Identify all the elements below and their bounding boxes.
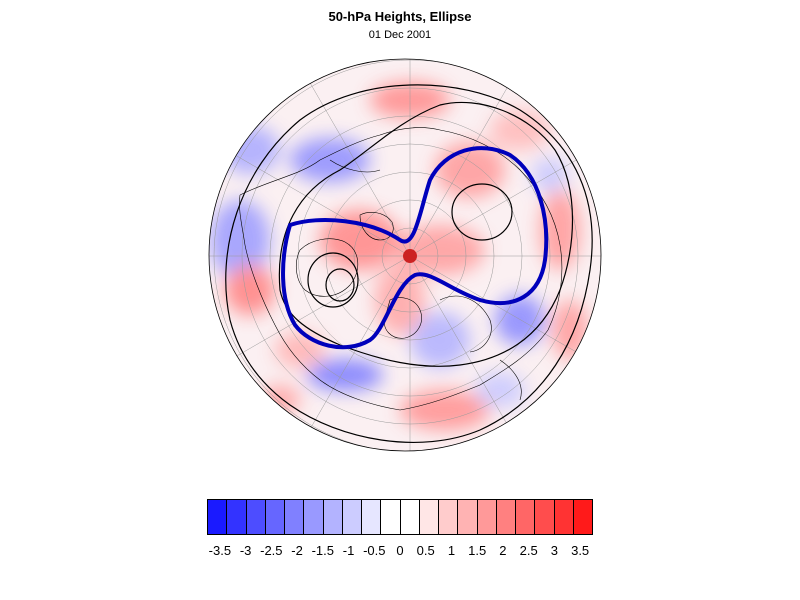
colorbar-label: 2.5 [519, 543, 538, 558]
colorbar-swatch [477, 500, 497, 534]
colorbar-swatch [535, 500, 555, 534]
colorbar-label: 0.5 [416, 543, 435, 558]
colorbar-swatch [208, 500, 228, 534]
meridian-line [409, 255, 521, 447]
colorbar [207, 499, 593, 535]
colorbar-label: 2 [499, 543, 507, 558]
globe-outline [208, 58, 602, 452]
colorbar-swatch [227, 500, 247, 534]
colorbar-swatch [381, 500, 401, 534]
meridian-line [409, 255, 601, 367]
colorbar-swatch [573, 500, 592, 534]
colorbar-label: 3.5 [571, 543, 590, 558]
colorbar-swatch [304, 500, 324, 534]
meridian-line [299, 255, 411, 447]
colorbar-swatch [323, 500, 343, 534]
colorbar-label: 1 [447, 543, 456, 558]
colorbar-swatch [265, 500, 285, 534]
colorbar-swatch [342, 500, 362, 534]
colorbar-swatch [400, 500, 420, 534]
meridian-line [409, 65, 521, 257]
colorbar-label: -3 [239, 543, 252, 558]
colorbar-swatch [285, 500, 305, 534]
colorbar-labels: -3.5 -3 -2.5 -2 -1.5 -1 -0.5 0 0.5 1 1.5 2 2.5 3 3.5 [0, 543, 800, 561]
center-marker [403, 249, 417, 263]
meridian-line [219, 255, 411, 367]
colorbar-label: -2.5 [260, 543, 283, 558]
colorbar-swatch [246, 500, 266, 534]
height-contours [225, 84, 593, 444]
map-subtitle: 01 Dec 2001 [368, 29, 432, 41]
colorbar-swatch [516, 500, 536, 534]
colorbar-label: -3.5 [208, 543, 232, 558]
meridian-line [409, 145, 601, 257]
colorbar-label: 3 [550, 543, 559, 558]
coastlines [239, 127, 563, 411]
colorbar-swatch [419, 500, 439, 534]
colorbar-label: -1 [342, 543, 355, 558]
vortex-ellipse [281, 146, 549, 350]
colorbar-swatch [439, 500, 459, 534]
colorbar-label: 1.5 [468, 543, 487, 558]
colorbar-label: -0.5 [363, 543, 386, 558]
colorbar-label: 0 [396, 543, 404, 558]
colorbar-swatch [496, 500, 516, 534]
colorbar-label: -2 [291, 543, 303, 558]
graticule [209, 59, 601, 451]
map-title: 50-hPa Heights, Ellipse [328, 9, 472, 24]
colorbar-swatch [458, 500, 478, 534]
colorbar-swatch [362, 500, 382, 534]
meridian-line [219, 145, 411, 257]
colorbar-swatch [554, 500, 574, 534]
colorbar-label: -1.5 [311, 543, 334, 558]
meridian-line [299, 65, 411, 257]
